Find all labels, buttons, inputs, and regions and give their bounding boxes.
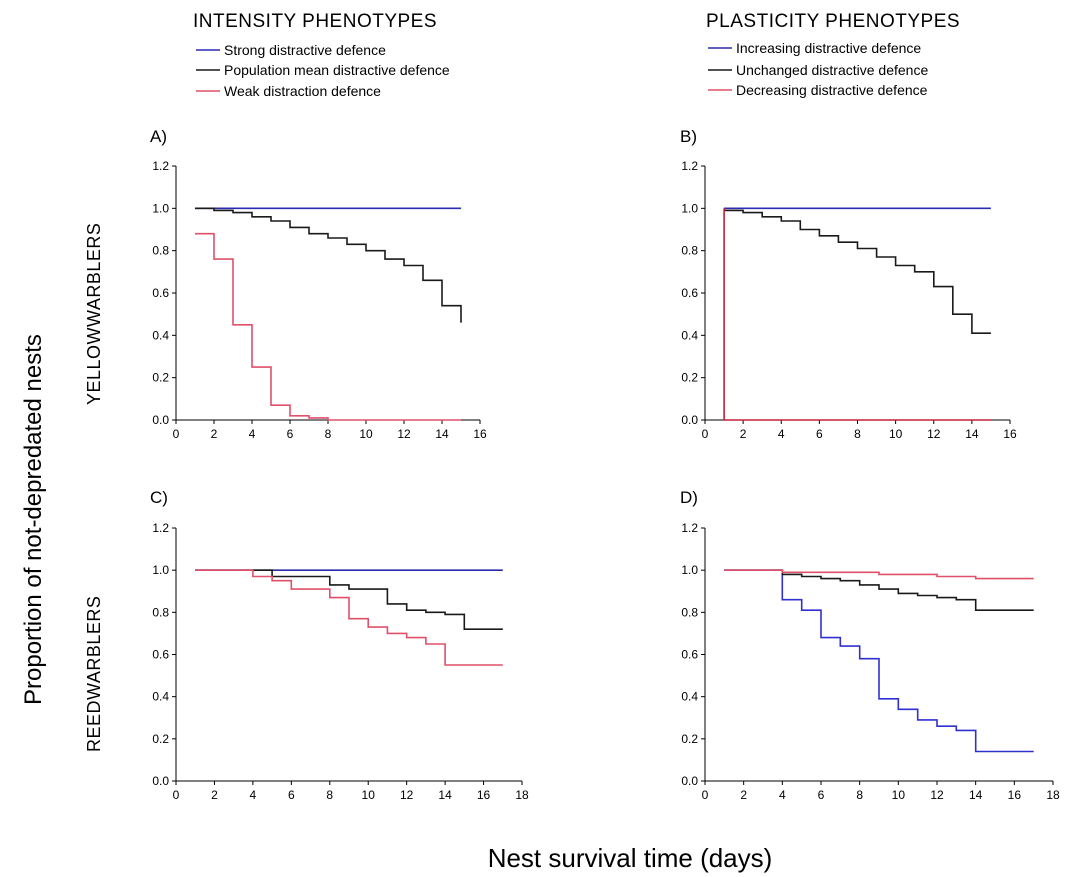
x-axis-title: Nest survival time (days) [488,843,773,873]
top-row-label: YELLOWWARBLERS [84,223,104,405]
panel-b-x-tick-label: 2 [740,427,747,441]
left-legend: Strong distractive defence Population me… [196,42,450,99]
panel-d-y-tick-label: 0.8 [681,605,698,619]
panel-b-y-tick-label: 1.2 [681,159,698,173]
bottom-row-label: REEDWARBLERS [84,596,104,752]
panel-c-x-tick-label: 2 [211,788,218,802]
panel-b: B) 0.0 0.2 0.4 0.6 0.8 1.0 1.2 0 2 4 6 8 10 12 14 16 [680,127,1017,441]
panel-d-x-tick-label: 8 [856,788,863,802]
panel-a-letter: A) [150,127,167,146]
panel-c-x-tick-label: 10 [362,788,376,802]
panel-d-y-tick-label: 1.0 [681,563,698,577]
panel-a-x-tick-label: 2 [211,427,218,441]
panel-a-x-tick-label: 10 [359,427,373,441]
legend-label-mean: Population mean distractive defence [224,62,450,78]
panel-a-y-tick-label: 0.4 [152,328,169,342]
panel-b-x-tick-label: 4 [778,427,785,441]
panel-c: C) 0.0 0.2 0.4 0.6 0.8 1.0 1.2 0 2 4 6 8 10 12 14 16 18 [150,488,529,802]
legend-label-decreasing: Decreasing distractive defence [736,82,928,98]
panel-b-x-tick-label: 12 [927,427,941,441]
panel-a-series-1 [195,207,462,323]
panel-a-y-tick-label: 1.0 [152,201,169,215]
panel-d-series-2 [724,569,1034,580]
panel-d-y-tick-label: 0.0 [681,774,698,788]
panel-c-x-tick-label: 18 [515,788,529,802]
panel-a-y-tick-label: 0.2 [152,371,169,385]
panel-b-series-2 [723,208,991,421]
right-column-title: PLASTICITY PHENOTYPES [706,11,960,32]
panel-b-x-tick-label: 16 [1003,427,1017,441]
panel-d-y-tick-label: 0.2 [681,732,698,746]
panel-d-x-tick-label: 16 [1008,788,1022,802]
left-column-title: INTENSITY PHENOTYPES [193,11,437,32]
panel-a-x-tick-label: 6 [287,427,294,441]
right-legend: Increasing distractive defence Unchanged… [708,40,928,98]
panel-a-y-tick-label: 0.0 [152,413,169,427]
panel-c-y-tick-label: 0.6 [152,648,169,662]
panel-b-y-tick-label: 0.0 [681,413,698,427]
panel-c-x-tick-label: 8 [326,788,333,802]
panel-b-x-tick-label: 10 [889,427,903,441]
panel-b-series-1 [724,209,991,334]
panel-d-x-tick-label: 10 [892,788,906,802]
panel-d-x-tick-label: 14 [969,788,983,802]
panel-c-y-tick-label: 1.0 [152,563,169,577]
panel-d-y-tick-label: 0.6 [681,648,698,662]
panel-c-y-tick-label: 0.4 [152,690,169,704]
panel-d-x-tick-label: 2 [740,788,747,802]
legend-label-strong: Strong distractive defence [224,42,386,58]
panel-b-y-tick-label: 1.0 [681,201,698,215]
panel-c-series-1 [195,569,503,630]
panel-c-x-tick-label: 6 [288,788,295,802]
panel-d-series-0 [724,569,1034,753]
panel-c-x-tick-label: 12 [400,788,414,802]
panel-d-y-tick-label: 0.4 [681,690,698,704]
panel-b-y-tick-label: 0.4 [681,328,698,342]
panel-b-x-tick-label: 6 [816,427,823,441]
panel-a-x-tick-label: 14 [435,427,449,441]
legend-label-unchanged: Unchanged distractive defence [736,62,928,78]
legend-label-weak: Weak distraction defence [224,83,381,99]
panel-d-letter: D) [680,488,698,507]
panel-d-y-tick-label: 1.2 [681,521,698,535]
panel-c-series-2 [195,569,503,666]
panel-c-y-tick-label: 1.2 [152,521,169,535]
panel-b-y-tick-label: 0.6 [681,286,698,300]
panel-d-x-tick-label: 4 [779,788,786,802]
panel-a: A) 0.0 0.2 0.4 0.6 0.8 1.0 1.2 0 2 4 6 8 10 12 14 16 [150,127,487,441]
panel-b-y-tick-label: 0.8 [681,244,698,258]
panel-c-y-tick-label: 0.2 [152,732,169,746]
panel-d-x-tick-label: 0 [702,788,709,802]
panel-c-x-tick-label: 16 [477,788,491,802]
panel-c-x-tick-label: 4 [250,788,257,802]
panel-a-x-tick-label: 16 [473,427,487,441]
panel-c-x-tick-label: 14 [438,788,452,802]
panel-b-y-tick-label: 0.2 [681,371,698,385]
panel-c-letter: C) [150,488,168,507]
panel-d-x-tick-label: 18 [1046,788,1060,802]
panel-c-x-tick-label: 0 [173,788,180,802]
panel-d-x-tick-label: 12 [930,788,944,802]
y-axis-title: Proportion of not-depredated nests [20,334,47,705]
panel-b-letter: B) [680,127,697,146]
panel-b-x-tick-label: 8 [854,427,861,441]
panel-a-series-2 [195,232,461,421]
legend-label-increasing: Increasing distractive defence [736,40,921,56]
panel-d-series-1 [724,569,1034,611]
panel-c-y-tick-label: 0.8 [152,605,169,619]
panel-a-x-tick-label: 12 [397,427,411,441]
panel-c-y-tick-label: 0.0 [152,774,169,788]
panel-a-x-tick-label: 4 [249,427,256,441]
panel-a-y-tick-label: 0.8 [152,244,169,258]
panel-a-y-tick-label: 0.6 [152,286,169,300]
panel-d: D) 0.0 0.2 0.4 0.6 0.8 1.0 1.2 0 2 4 6 8 10 12 14 16 18 [680,488,1060,802]
panel-b-x-tick-label: 0 [702,427,709,441]
panel-b-x-tick-label: 14 [965,427,979,441]
panel-a-x-tick-label: 8 [325,427,332,441]
panel-a-x-tick-label: 0 [173,427,180,441]
panel-a-y-tick-label: 1.2 [152,159,169,173]
panel-d-x-tick-label: 6 [818,788,825,802]
